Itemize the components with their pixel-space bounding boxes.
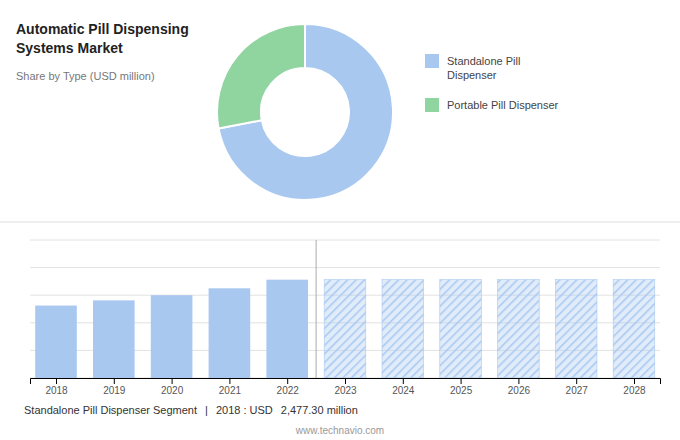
- donut: [217, 24, 393, 200]
- x-tick: 2025: [450, 378, 473, 396]
- legend: Standalone Pill Dispenser Portable Pill Di…: [425, 54, 559, 112]
- x-tick-mark: [576, 378, 577, 384]
- bar-forecast: [555, 280, 597, 378]
- pie-panel: Automatic Pill Dispensing Systems Market S…: [16, 21, 559, 200]
- x-tick-label: 2027: [566, 385, 589, 396]
- footer: Standalone Pill Dispenser Segment | 2018 :…: [24, 404, 384, 436]
- bar-forecast: [440, 280, 482, 378]
- panel-divider: [0, 222, 680, 223]
- separator: [316, 240, 317, 378]
- x-tick-mark: [172, 378, 173, 384]
- text-line: Automatic Pill Dispensing: [16, 21, 189, 37]
- x-tick: 2018: [45, 378, 68, 396]
- x-tick-mark: [403, 378, 404, 384]
- x-axis-line: [31, 379, 661, 385]
- x-tick-label: 2024: [392, 385, 415, 396]
- x-tick-mark: [518, 378, 519, 384]
- footer-website: www.technavio.com: [295, 425, 384, 436]
- bar-forecast: [613, 280, 655, 378]
- x-tick-mark: [56, 378, 57, 384]
- x-tick-mark: [114, 378, 115, 384]
- legend-swatch: [425, 54, 439, 68]
- x-tick-label: 2020: [161, 385, 184, 396]
- x-tick: 2024: [392, 378, 415, 396]
- title: Automatic Pill Dispensing Systems Market: [16, 21, 189, 56]
- x-tick-label: 2021: [219, 385, 242, 396]
- legend-item: Standalone Pill Dispenser: [425, 54, 520, 81]
- x-tick-mark: [634, 378, 635, 384]
- x-tick-label: 2026: [508, 385, 531, 396]
- subtitle: Share by Type (USD million): [16, 70, 155, 82]
- x-tick-mark: [345, 378, 346, 384]
- x-tick-label: 2028: [623, 385, 646, 396]
- grid: [30, 240, 660, 378]
- donut-slice: [217, 24, 305, 128]
- x-tick-label: 2022: [277, 385, 300, 396]
- x-tick: 2027: [566, 378, 589, 396]
- grid-line: [30, 267, 660, 268]
- x-tick: 2021: [219, 378, 242, 396]
- legend-label: Portable Pill Dispenser: [447, 99, 559, 111]
- x-tick-mark: [287, 378, 288, 384]
- x-axis: 2018 2019 2020 2021 2022 2023 2024 2025 2026 2027…: [31, 378, 661, 396]
- chart-root: Automatic Pill Dispensing Systems Market S…: [0, 0, 680, 440]
- x-tick-label: 2023: [334, 385, 357, 396]
- legend-item: Portable Pill Dispenser: [425, 98, 559, 112]
- text-line: Portable Pill Dispenser: [447, 99, 559, 111]
- bar: [35, 306, 77, 378]
- x-tick-label: 2018: [45, 385, 68, 396]
- x-tick: 2020: [161, 378, 184, 396]
- text-line: Standalone Pill: [447, 55, 520, 67]
- legend-swatch: [425, 98, 439, 112]
- x-tick: 2019: [103, 378, 126, 396]
- x-tick-mark: [229, 378, 230, 384]
- x-tick-label: 2025: [450, 385, 473, 396]
- footer-text: Standalone Pill Dispenser Segment: [24, 404, 197, 416]
- footer-text: 2,477.30 million: [281, 404, 358, 416]
- bar-panel: 2018 2019 2020 2021 2022 2023 2024 2025 2026 2027…: [30, 240, 661, 396]
- text-line: Dispenser: [447, 69, 497, 81]
- grid-line: [30, 240, 660, 241]
- bar: [93, 300, 135, 378]
- x-tick: 2028: [623, 378, 646, 396]
- legend-label: Standalone Pill Dispenser: [447, 55, 520, 81]
- footer-text: 2018 : USD: [216, 404, 273, 416]
- footer-text: |: [205, 404, 208, 416]
- text-line: Systems Market: [16, 40, 123, 56]
- x-tick-label: 2019: [103, 385, 126, 396]
- bar-forecast: [382, 280, 424, 378]
- x-tick: 2022: [277, 378, 300, 396]
- bar-forecast: [324, 280, 366, 378]
- bar-forecast: [498, 280, 540, 378]
- bar: [266, 280, 308, 378]
- bar: [151, 295, 193, 378]
- x-tick: 2026: [508, 378, 531, 396]
- bar: [209, 288, 251, 378]
- x-tick-mark: [461, 378, 462, 384]
- bars: [35, 280, 655, 378]
- x-tick: 2023: [334, 378, 357, 396]
